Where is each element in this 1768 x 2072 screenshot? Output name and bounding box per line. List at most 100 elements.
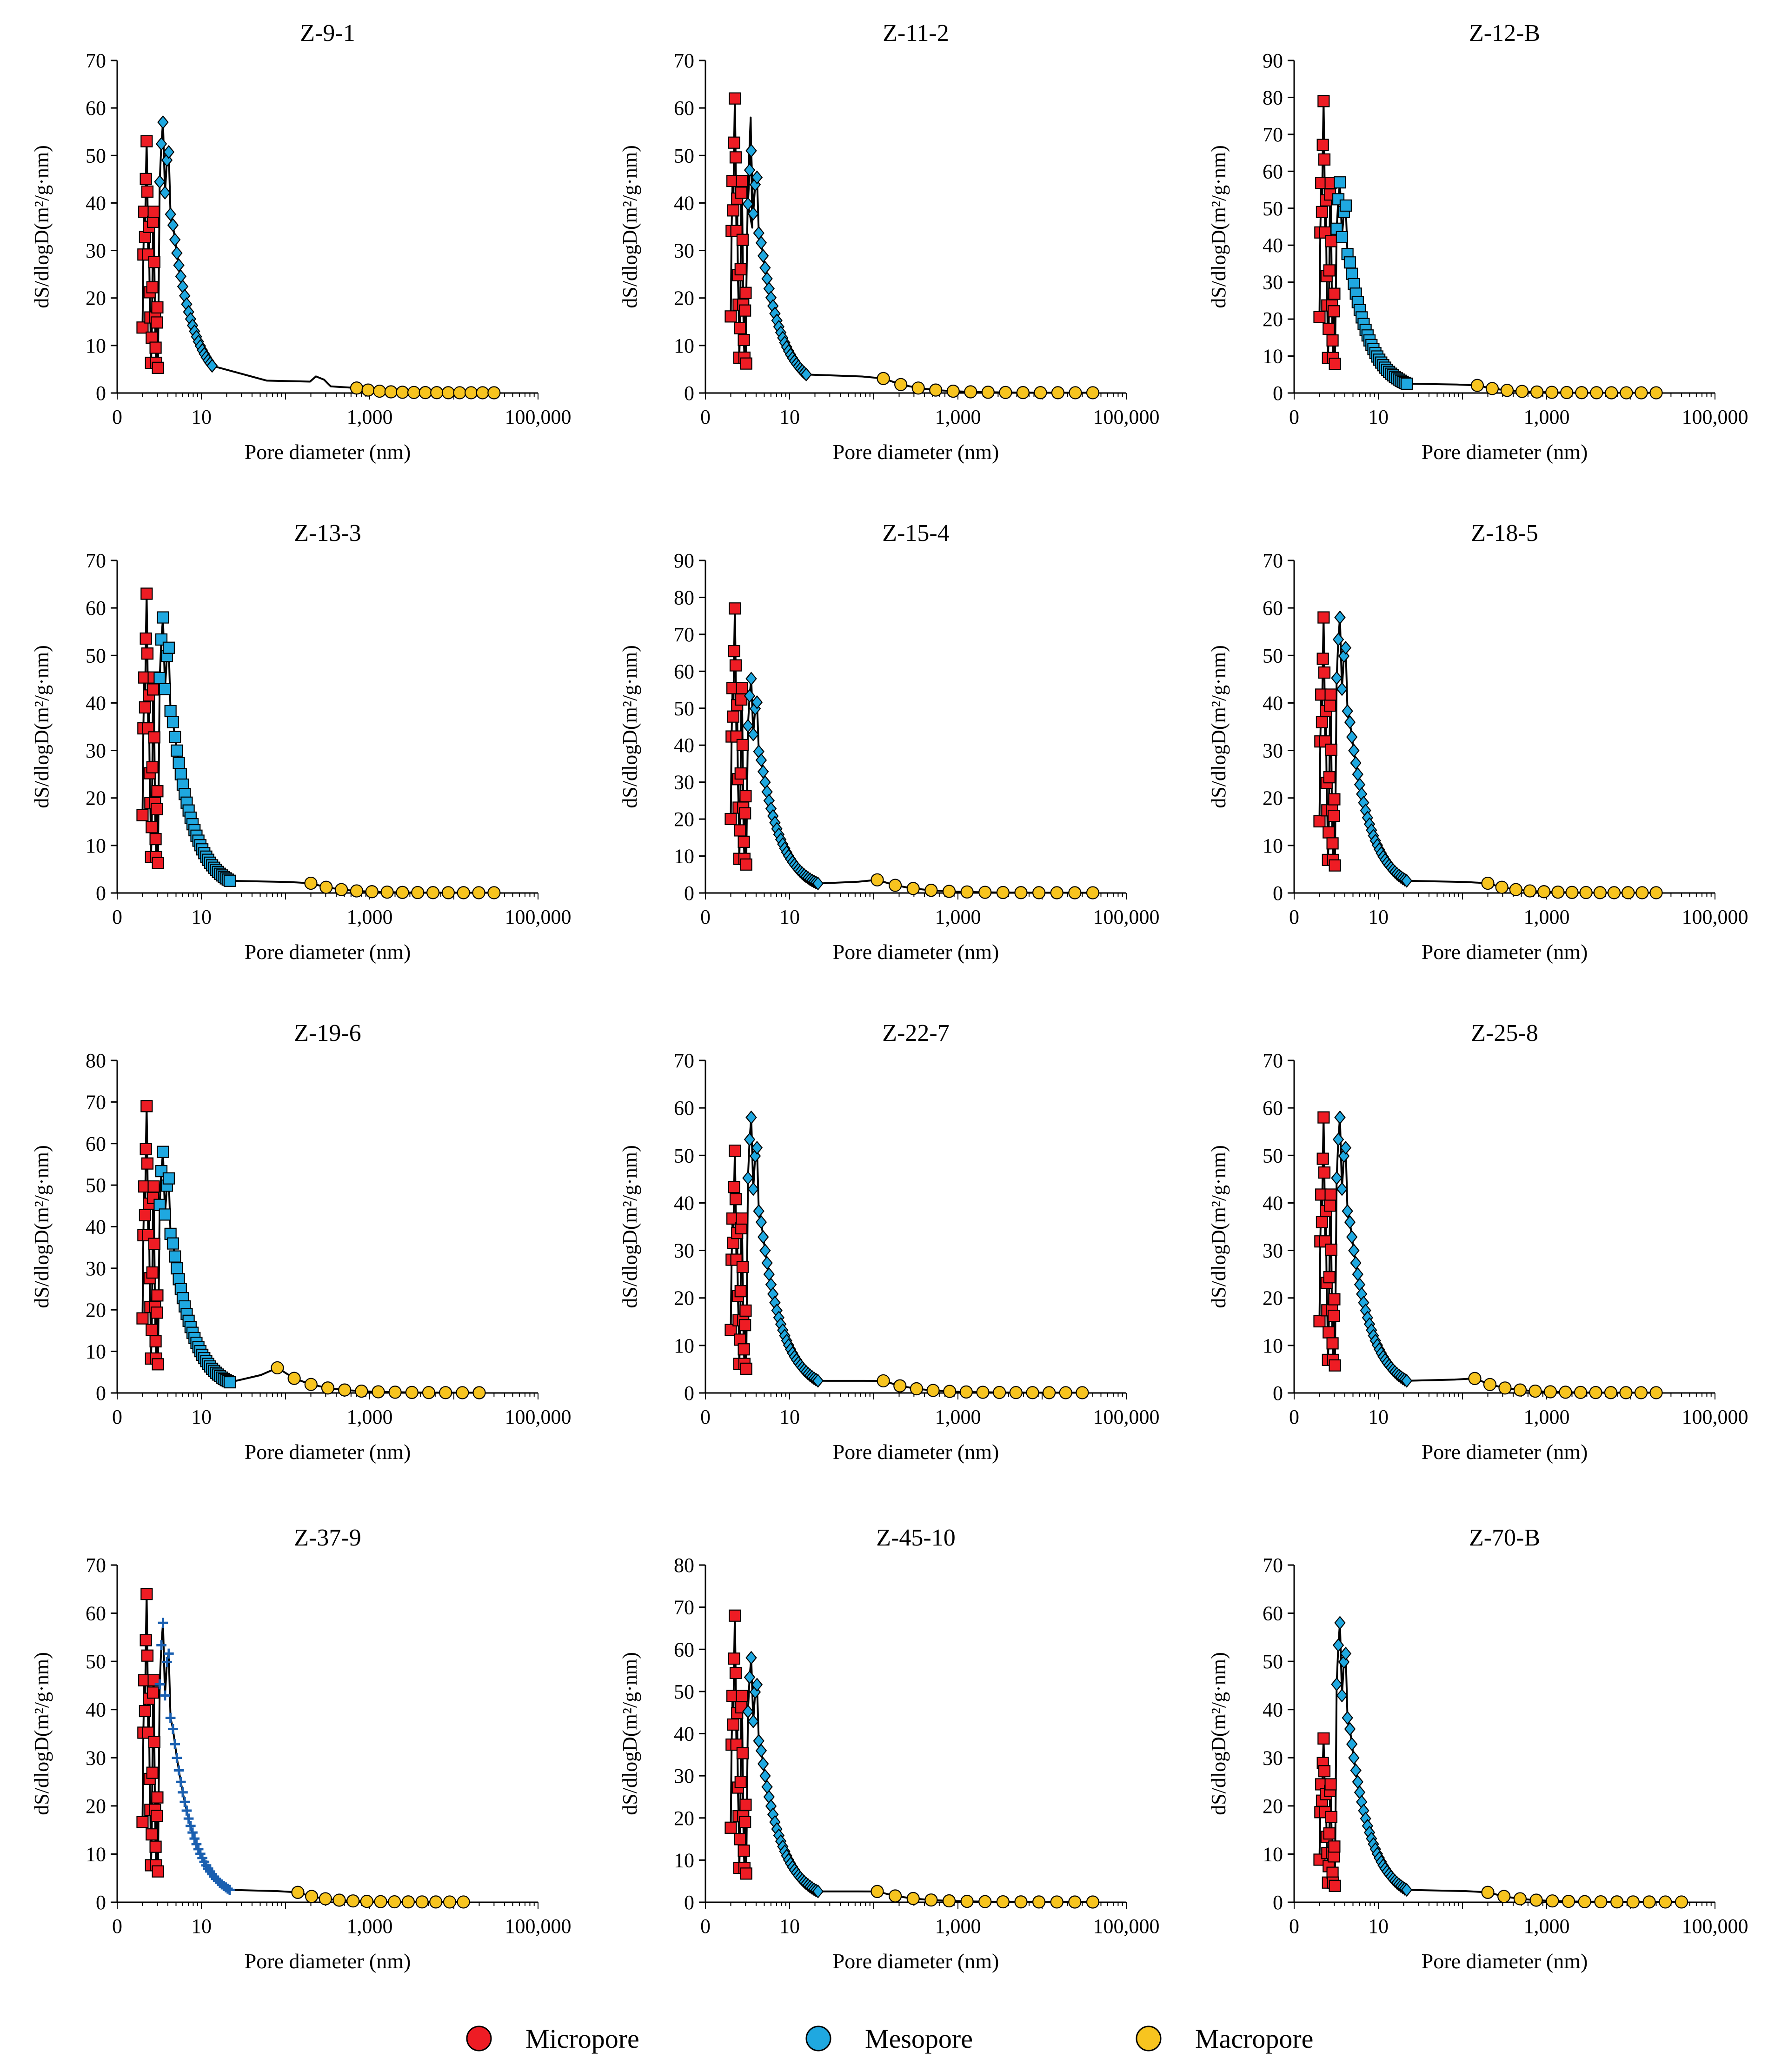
macropore-point	[993, 1386, 1006, 1399]
macropore-point	[924, 884, 938, 897]
y-tick-label: 20	[674, 287, 694, 310]
macropore-point	[1495, 880, 1509, 894]
y-tick-label: 30	[86, 240, 106, 262]
y-tick-label: 50	[674, 697, 694, 720]
mesopore-point	[206, 359, 218, 373]
mesopore-point	[1350, 1763, 1362, 1778]
macropore-point	[1605, 386, 1618, 400]
y-tick-label: 40	[1263, 1192, 1283, 1214]
micropore-point	[1329, 1359, 1341, 1372]
y-tick-label: 20	[1263, 1795, 1283, 1818]
chart-Z-12-B: Z-12-B 0 10 20 30 40 50 60 70 80 90 0 10 1,000 100,000…	[1207, 20, 1748, 464]
macropore-point	[396, 886, 409, 899]
macropore-point	[487, 886, 501, 899]
mesopore-point	[225, 1885, 235, 1895]
y-axis-label: dS/dlogD(m²/g·nm)	[618, 1652, 641, 1815]
macropore-point	[1014, 1895, 1028, 1909]
micropore-point	[140, 1634, 152, 1646]
y-tick-label: 30	[674, 1765, 694, 1787]
x-tick-label: 100,000	[505, 906, 572, 928]
mesopore-point	[171, 744, 183, 757]
macropore-point	[943, 1385, 957, 1398]
x-tick-label: 1,000	[347, 406, 393, 428]
micropore-point	[149, 1335, 162, 1348]
macropore-point	[1545, 386, 1559, 399]
x-tick-label: 1,000	[1524, 1406, 1570, 1428]
mesopore-point	[181, 1806, 192, 1816]
mesopore-point	[170, 1739, 180, 1749]
micropore-point	[152, 361, 164, 374]
x-axis-label: Pore diameter (nm)	[1422, 1949, 1588, 1973]
macropore-point	[942, 1894, 956, 1908]
micropore-point	[739, 1304, 752, 1317]
x-tick-label: 1,000	[347, 1915, 393, 1938]
macropore-point	[350, 884, 364, 898]
macropore-point	[1016, 386, 1030, 400]
y-tick-label: 30	[86, 1257, 106, 1280]
mesopore-point	[745, 1651, 757, 1665]
mesopore-point	[1354, 778, 1366, 792]
macropore-point	[1543, 1385, 1557, 1399]
micropore-point	[1318, 1166, 1331, 1179]
y-tick-label: 20	[674, 808, 694, 831]
y-tick-label: 50	[1263, 197, 1283, 220]
mesopore-point	[1342, 1204, 1353, 1218]
mesopore-point	[744, 1670, 756, 1685]
macropore-point	[1649, 386, 1663, 400]
mesopore-point	[1336, 682, 1348, 696]
micropore-point	[1329, 1879, 1341, 1892]
mesopore-point	[763, 1267, 775, 1281]
macropore-point	[319, 880, 333, 894]
y-tick-label: 40	[1263, 692, 1283, 714]
y-tick-label: 20	[1263, 787, 1283, 810]
macropore-point	[374, 1895, 387, 1908]
x-tick-label: 10	[191, 406, 212, 428]
x-tick-label: 0	[700, 406, 711, 428]
micropore-point	[152, 1358, 164, 1371]
micropore-point	[1323, 1827, 1336, 1840]
chart-title: Z-13-3	[294, 520, 361, 546]
macropore-point	[1483, 1378, 1497, 1391]
micropore-point	[1329, 358, 1341, 370]
macropore-point	[355, 1385, 368, 1398]
micropore-point	[141, 185, 154, 198]
y-tick-label: 20	[1263, 308, 1283, 331]
mesopore-point	[173, 258, 185, 273]
mesopore-point	[747, 1182, 759, 1196]
mesopore-point	[155, 137, 167, 151]
y-tick-label: 0	[1273, 882, 1283, 905]
macropore-point	[304, 1378, 318, 1391]
y-tick-label: 70	[86, 49, 106, 72]
mesopore-point	[751, 695, 763, 709]
macropore-point	[1086, 386, 1100, 400]
mesopore-point	[755, 1215, 767, 1229]
mesopore-point	[157, 1146, 169, 1158]
micropore-point	[146, 1324, 158, 1336]
chart-Z-22-7: Z-22-7 0 10 20 30 40 50 60 70 0 10 1,000 100,000 Pore…	[618, 1020, 1160, 1464]
mesopore-point	[759, 260, 771, 275]
macropore-point	[1076, 1386, 1089, 1399]
mesopore-point	[1350, 756, 1362, 770]
x-axis-label: Pore diameter (nm)	[245, 1949, 411, 1973]
y-tick-label: 0	[684, 1382, 694, 1405]
mesopore-point	[755, 236, 767, 250]
micropore-point	[1317, 95, 1330, 107]
chart-title: Z-45-10	[876, 1525, 955, 1551]
micropore-point	[734, 824, 746, 837]
micropore-point	[151, 785, 164, 798]
series-curve	[1318, 1116, 1656, 1394]
mesopore-point	[1350, 1256, 1362, 1270]
y-tick-label: 40	[674, 1723, 694, 1746]
micropore-point	[147, 683, 160, 696]
y-tick-label: 50	[86, 1650, 106, 1673]
macropore-point	[401, 1895, 415, 1909]
macropore-point	[291, 1885, 305, 1899]
micropore-point	[140, 1100, 153, 1113]
y-axis-label: dS/dlogD(m²/g·nm)	[30, 145, 53, 308]
mesopore-point	[1336, 1688, 1348, 1703]
mesopore-point	[755, 753, 767, 767]
mesopore-point	[1342, 1711, 1353, 1725]
micropore-point	[1313, 311, 1326, 323]
x-tick-label: 1,000	[1524, 406, 1570, 428]
macropore-point	[1593, 886, 1607, 899]
